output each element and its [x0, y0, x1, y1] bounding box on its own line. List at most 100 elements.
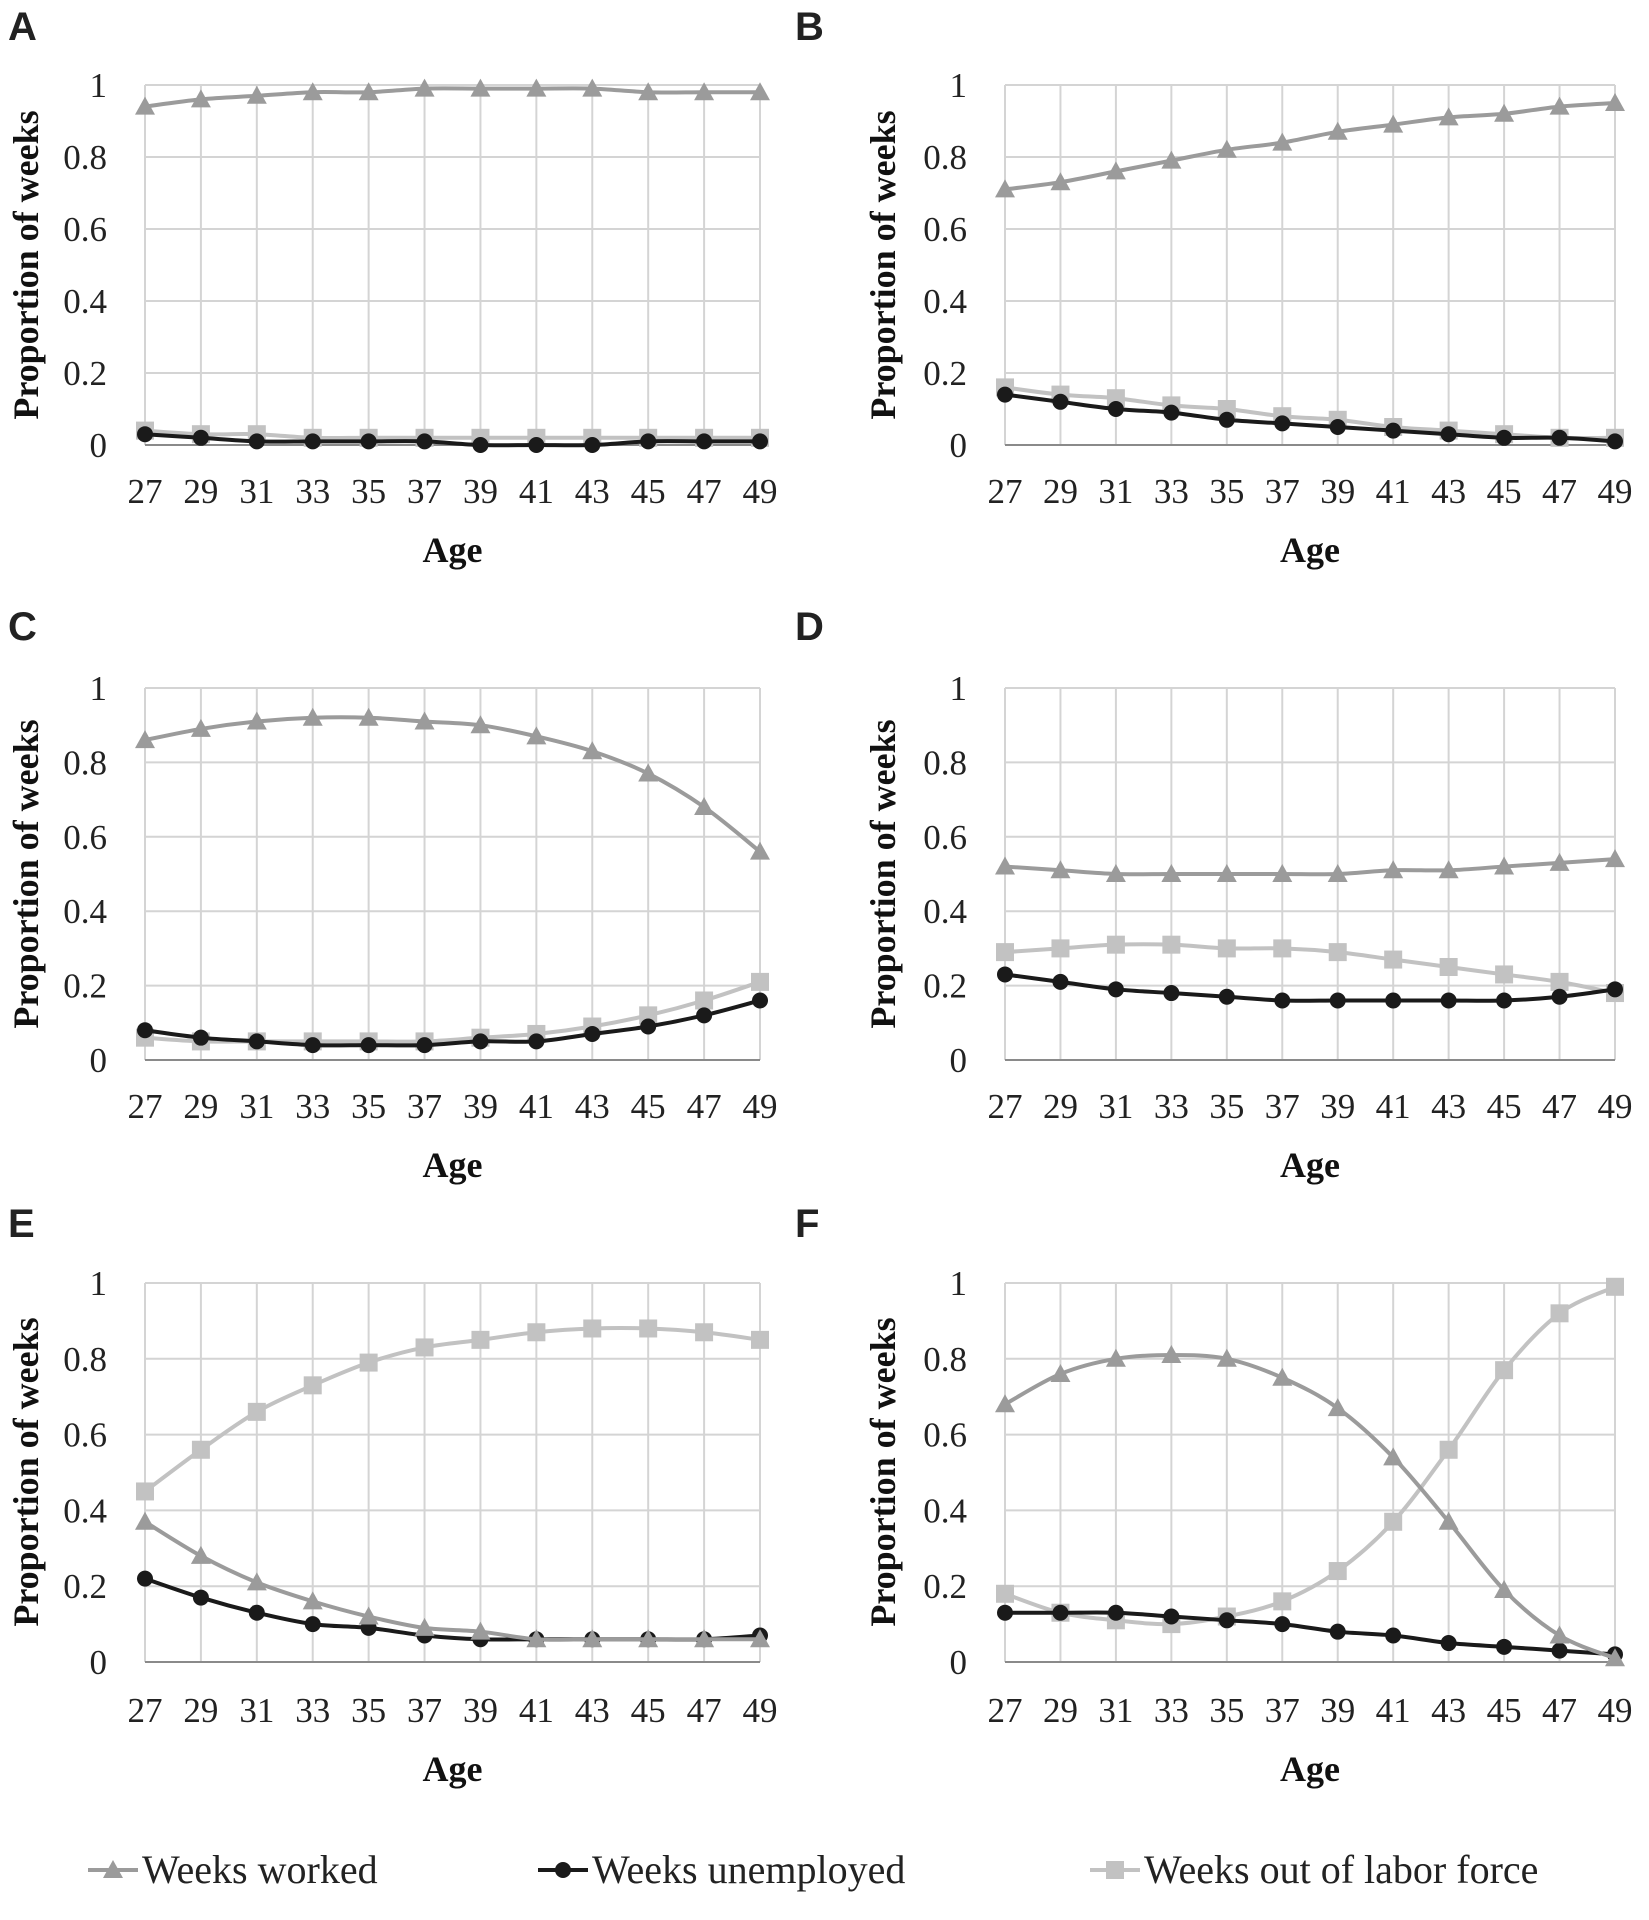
x-tick-label: 45	[1487, 1691, 1522, 1730]
x-tick-label: 37	[1265, 472, 1300, 511]
data-point	[304, 1037, 321, 1054]
x-axis-title: Age	[423, 1145, 483, 1185]
data-point	[695, 1323, 714, 1342]
data-point	[414, 1617, 435, 1636]
y-tick-label: 0.6	[63, 210, 107, 249]
data-point	[191, 1440, 210, 1459]
x-tick-label: 47	[1542, 1691, 1577, 1730]
series-line	[143, 1520, 760, 1642]
x-tick-label: 37	[407, 472, 442, 511]
data-point	[192, 1589, 209, 1606]
panel-letter: E	[8, 1202, 35, 1246]
data-point	[1274, 992, 1291, 1009]
data-point	[1551, 1642, 1568, 1659]
data-point	[1383, 860, 1404, 879]
data-point	[752, 433, 768, 450]
chart-panel-c: C 0 0.2 0.4 0.6 0.8 1 27 29 31 33 35 37 39 41 43 45 47 49 A…	[6, 605, 778, 1185]
data-point	[528, 1033, 545, 1050]
series-worked	[135, 78, 770, 115]
data-point	[695, 991, 714, 1010]
data-point	[1439, 958, 1458, 976]
data-point	[1496, 429, 1513, 446]
data-point	[1384, 950, 1403, 969]
series-line	[144, 428, 760, 441]
data-point	[1163, 404, 1180, 421]
x-tick-label: 29	[183, 1691, 218, 1730]
data-point	[1105, 161, 1126, 180]
x-tick-label: 41	[1376, 1087, 1411, 1126]
data-point	[1163, 1608, 1180, 1625]
data-point	[527, 1323, 546, 1342]
series-unemployed	[997, 386, 1623, 450]
data-point	[470, 1621, 491, 1640]
y-tick-label: 0.2	[63, 354, 107, 393]
series-line	[143, 1326, 761, 1494]
legend-item-unemployed: Weeks unemployed	[538, 1847, 905, 1892]
data-point	[639, 1006, 658, 1025]
y-tick-label: 0.2	[923, 1567, 967, 1606]
series-out-of-labor-force	[996, 1277, 1624, 1634]
data-point	[303, 1376, 322, 1395]
data-point	[246, 1572, 267, 1591]
data-point	[1050, 1363, 1071, 1382]
legend-label: Weeks worked	[142, 1847, 378, 1892]
y-tick-label: 0.4	[923, 892, 967, 931]
data-point	[470, 715, 491, 734]
x-tick-label: 29	[183, 472, 218, 511]
series-unemployed	[997, 966, 1623, 1009]
legend-marker	[555, 1862, 571, 1878]
y-tick-label: 1	[950, 1264, 968, 1303]
y-tick-label: 1	[950, 669, 968, 708]
data-point	[358, 82, 379, 101]
data-point	[526, 726, 547, 745]
x-tick-label: 39	[463, 472, 498, 511]
chart-panel-d: D 0 0.2 0.4 0.6 0.8 1 27 29 31 33 35 37 39 41 43 45 47 49 A…	[795, 605, 1633, 1185]
data-point	[1162, 935, 1181, 954]
chart-panel-b: B 0 0.2 0.4 0.6 0.8 1 27 29 31 33 35 37 39 41 43 45 47 49 A…	[795, 5, 1633, 570]
x-tick-label: 39	[1320, 1087, 1355, 1126]
data-point	[1218, 1612, 1235, 1629]
data-point	[1550, 1304, 1569, 1323]
data-point	[1549, 96, 1570, 115]
data-point	[1052, 973, 1069, 990]
x-tick-label: 41	[519, 1087, 554, 1126]
x-tick-label: 39	[1320, 1691, 1355, 1730]
x-tick-label: 31	[1098, 472, 1133, 511]
data-point	[135, 730, 155, 749]
series-worked	[995, 93, 1625, 198]
legend: Weeks worked Weeks unemployed Weeks out of…	[88, 1847, 1538, 1892]
data-point	[1605, 849, 1625, 868]
y-tick-label: 0.4	[923, 282, 967, 321]
x-tick-label: 37	[1265, 1087, 1300, 1126]
data-point	[1549, 852, 1570, 871]
y-tick-label: 0	[950, 1041, 968, 1080]
data-point	[302, 82, 323, 101]
y-tick-label: 0.2	[923, 354, 967, 393]
y-tick-label: 0.8	[63, 743, 107, 782]
x-tick-label: 29	[183, 1087, 218, 1126]
x-tick-label: 49	[1598, 1087, 1633, 1126]
data-point	[1327, 121, 1348, 140]
y-tick-label: 0.8	[923, 743, 967, 782]
data-point	[1328, 943, 1347, 962]
x-tick-label: 31	[239, 1087, 274, 1126]
data-point	[1494, 103, 1515, 122]
y-tick-label: 0	[90, 1041, 108, 1080]
series-line	[1004, 857, 1616, 877]
y-tick-label: 0.4	[63, 1491, 107, 1530]
data-point	[1217, 939, 1236, 958]
data-point	[304, 433, 321, 450]
series-worked	[135, 1511, 770, 1648]
data-point	[1273, 1592, 1292, 1611]
data-point	[1440, 1635, 1457, 1652]
data-point	[1439, 1440, 1458, 1459]
data-point	[248, 1604, 265, 1621]
data-point	[1329, 419, 1346, 435]
x-tick-label: 45	[631, 1691, 666, 1730]
data-point	[1495, 965, 1514, 984]
data-point	[192, 429, 209, 446]
data-point	[302, 1591, 323, 1610]
y-tick-label: 0	[950, 426, 968, 465]
y-axis-title: Proportion of weeks	[863, 719, 903, 1028]
